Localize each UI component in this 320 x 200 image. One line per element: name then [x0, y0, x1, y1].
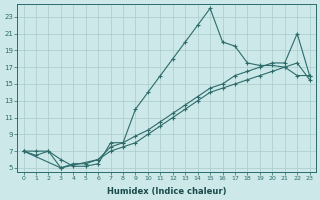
- X-axis label: Humidex (Indice chaleur): Humidex (Indice chaleur): [107, 187, 226, 196]
